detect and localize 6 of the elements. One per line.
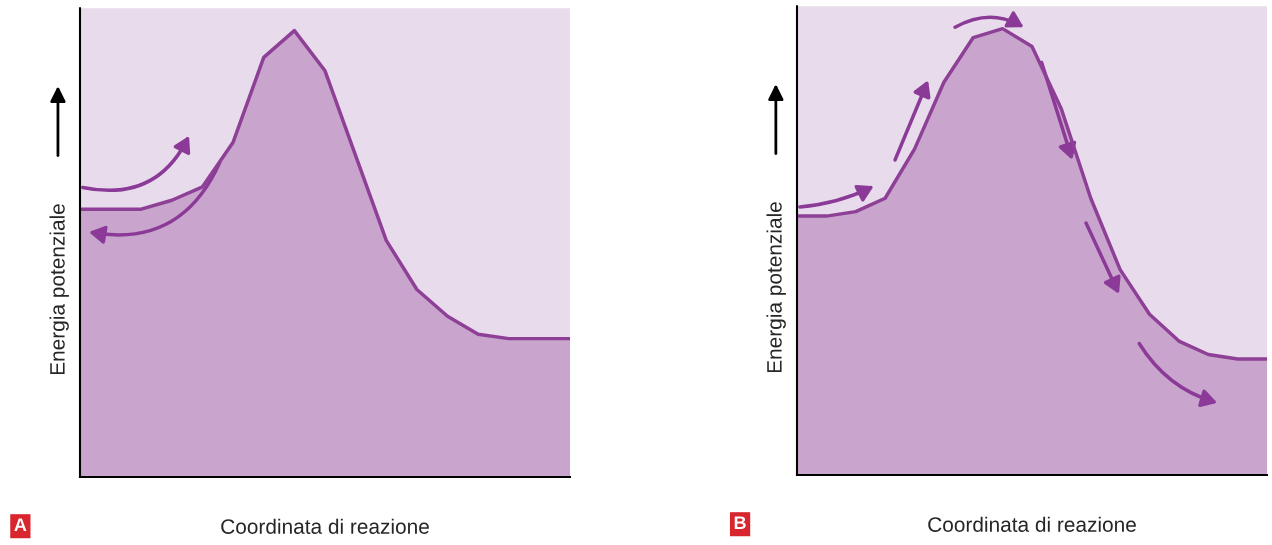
text: A <box>14 518 27 531</box>
y-axis-title: Energia potenziale <box>766 202 786 373</box>
y-axis-title: Energia potenziale <box>49 204 69 375</box>
x-axis-title: Coordinata di reazione <box>928 516 1136 532</box>
text: B <box>734 516 746 529</box>
x-axis-title: Coordinata di reazione <box>221 518 429 534</box>
